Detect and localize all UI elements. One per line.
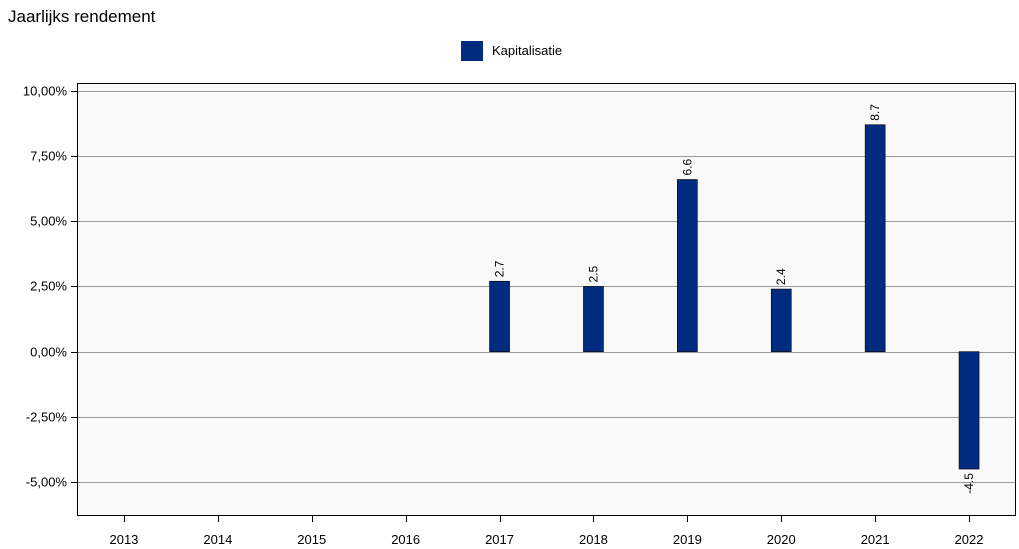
y-tick-label: -5,00%: [26, 475, 68, 490]
chart-title: Jaarlijks rendement: [8, 7, 156, 26]
data-label: 8.7: [868, 104, 882, 121]
bar: [864, 124, 886, 352]
bar: [583, 286, 604, 352]
x-tick-label: 2013: [109, 532, 138, 547]
bar: [958, 351, 980, 470]
y-tick-label: 0,00%: [30, 345, 67, 360]
plot-area: [77, 83, 1016, 516]
legend-label: Kapitalisatie: [492, 43, 562, 58]
gridlines: [77, 91, 1016, 483]
data-label: 2.7: [493, 260, 507, 277]
y-tick-label: 2,50%: [30, 279, 67, 294]
y-tick-label: 7,50%: [30, 149, 67, 164]
x-tick-label: 2018: [579, 532, 608, 547]
bar: [770, 288, 792, 352]
plot-border: [77, 83, 1016, 516]
data-label: 2.4: [774, 268, 788, 285]
x-tick-label: 2022: [955, 532, 984, 547]
legend: Kapitalisatie: [461, 41, 562, 61]
bar: [677, 179, 698, 352]
y-tick-label: 5,00%: [30, 214, 67, 229]
y-axis: 10,00% 7,50% 5,00% 2,50% 0,00% -2,50% -5,00%: [23, 84, 77, 490]
bars: [489, 124, 980, 470]
y-tick-label: 10,00%: [23, 84, 68, 99]
x-tick-label: 2015: [297, 532, 326, 547]
x-tick-label: 2020: [767, 532, 796, 547]
x-axis: 2013 2014 2015 2016 2017 2018 2019 2020 2021 2022: [109, 516, 984, 547]
x-tick-label: 2016: [391, 532, 420, 547]
data-label: 6.6: [680, 159, 694, 176]
bar: [489, 280, 510, 352]
data-labels: 2.7 2.5 6.6 2.4 8.7 -4.5: [493, 104, 977, 494]
x-tick-label: 2021: [861, 532, 890, 547]
x-tick-label: 2014: [203, 532, 232, 547]
x-tick-label: 2017: [485, 532, 514, 547]
x-tick-label: 2019: [673, 532, 702, 547]
y-tick-label: -2,50%: [26, 410, 68, 425]
data-label: -4.5: [962, 473, 976, 494]
data-label: 2.5: [586, 265, 600, 282]
legend-swatch: [461, 41, 483, 61]
